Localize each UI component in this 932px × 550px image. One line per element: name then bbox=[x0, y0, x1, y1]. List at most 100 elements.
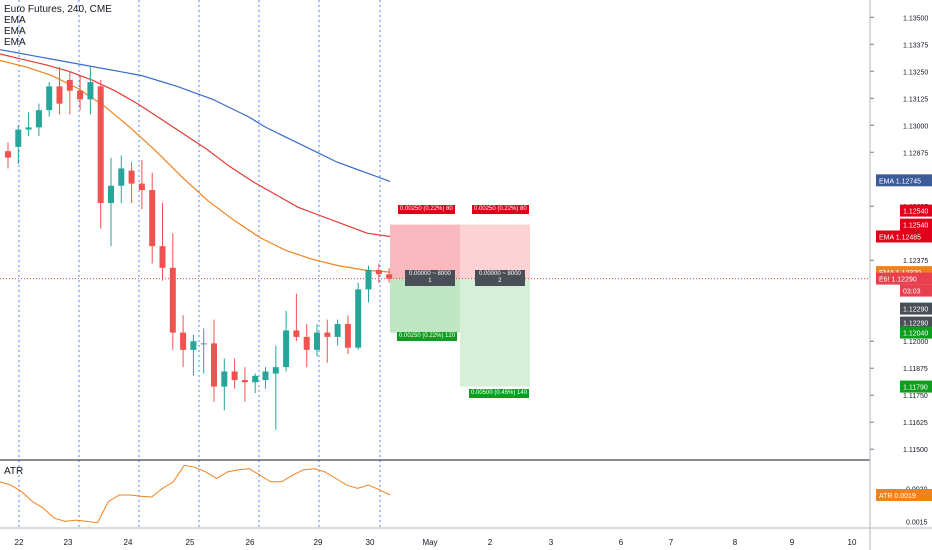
price-label bbox=[900, 218, 932, 231]
stop-zone bbox=[460, 224, 530, 279]
price-tick-label: 1.13500 bbox=[903, 15, 928, 22]
time-tick-label: 29 bbox=[314, 538, 323, 547]
candle-body bbox=[375, 269, 382, 275]
price-label bbox=[900, 302, 932, 315]
price-tick-label: 1.12000 bbox=[903, 339, 928, 346]
price-tick-label: 1.13000 bbox=[903, 123, 928, 130]
candle-body bbox=[283, 330, 290, 368]
price-label bbox=[900, 316, 932, 329]
candle-body bbox=[118, 168, 125, 186]
price-label bbox=[876, 174, 932, 187]
indicator-label[interactable]: EMA bbox=[4, 37, 26, 48]
candle-body bbox=[159, 246, 166, 268]
atr-value-label bbox=[876, 489, 932, 501]
time-tick-label: 3 bbox=[549, 538, 554, 547]
price-tick-label: 1.11875 bbox=[903, 366, 928, 373]
time-tick-label: 2 bbox=[488, 538, 493, 547]
ema-line bbox=[0, 59, 391, 273]
time-tick-label: 26 bbox=[246, 538, 255, 547]
stop-zone bbox=[390, 224, 460, 279]
price-tick-label: 1.11750 bbox=[903, 393, 928, 400]
time-tick-label: 9 bbox=[790, 538, 795, 547]
price-label bbox=[876, 272, 932, 285]
candle-body bbox=[46, 86, 53, 111]
ema-line bbox=[0, 53, 391, 238]
candle-body bbox=[87, 82, 94, 100]
candle-body bbox=[293, 330, 300, 337]
price-label bbox=[900, 284, 932, 297]
target-zone bbox=[460, 278, 530, 387]
target-label: 0.00500 (0.45%) 140 bbox=[469, 389, 530, 398]
candle-body bbox=[190, 341, 197, 350]
price-label-text: 1.12540 bbox=[903, 209, 928, 216]
candle-body bbox=[200, 343, 207, 345]
price-label-text: 1.12040 bbox=[903, 331, 928, 338]
candle-body bbox=[334, 323, 341, 337]
atr-line bbox=[0, 464, 391, 524]
price-tick-label: 1.13375 bbox=[903, 42, 928, 49]
candle-body bbox=[149, 190, 156, 247]
price-label bbox=[900, 204, 932, 217]
candle-body bbox=[314, 332, 320, 350]
candle-body bbox=[231, 371, 238, 381]
price-label-text: 1.12290 bbox=[903, 321, 928, 328]
candle-body bbox=[211, 343, 217, 387]
candle-body bbox=[221, 371, 228, 387]
price-tick-label: 1.11500 bbox=[903, 447, 928, 454]
candle-body bbox=[355, 289, 362, 348]
price-label-text: EMA 1.12485 bbox=[879, 234, 921, 241]
candle-body bbox=[56, 86, 63, 104]
position-center-label[interactable]: 0.00000 ~ 8000 2 bbox=[475, 270, 525, 286]
price-label-text: EMA 1.12745 bbox=[879, 178, 921, 185]
price-label-text: 03:03 bbox=[903, 289, 921, 296]
price-label-text: 1.12290 bbox=[903, 307, 928, 314]
candle-body bbox=[252, 375, 259, 383]
candle-body bbox=[303, 336, 310, 350]
price-label bbox=[900, 326, 932, 339]
candle-body bbox=[138, 183, 145, 191]
time-tick-label: 6 bbox=[619, 538, 624, 547]
target-label: 0.00250 (0.22%) 120 bbox=[397, 332, 458, 341]
candle-body bbox=[25, 127, 32, 130]
atr-title[interactable]: ATR bbox=[4, 466, 24, 477]
time-tick-label: 30 bbox=[366, 538, 375, 547]
price-label-text: E6! 1.12290 bbox=[879, 277, 917, 284]
price-label bbox=[900, 380, 932, 393]
candle-body bbox=[262, 371, 269, 381]
candle-body bbox=[324, 332, 331, 337]
symbol-title: Euro Futures, 240, CME bbox=[4, 4, 112, 15]
candle-body bbox=[108, 185, 114, 204]
price-tick-label: 1.12875 bbox=[903, 150, 928, 157]
candle-body bbox=[365, 269, 372, 290]
candle-body bbox=[180, 332, 187, 350]
time-tick-label: May bbox=[422, 538, 437, 547]
price-label bbox=[876, 230, 932, 243]
time-tick-label: 25 bbox=[186, 538, 195, 547]
candle-body bbox=[66, 79, 73, 91]
atr-tick-label: 0.0015 bbox=[906, 519, 928, 526]
time-tick-label: 8 bbox=[733, 538, 738, 547]
indicator-label[interactable]: EMA bbox=[4, 15, 26, 26]
time-tick-label: 23 bbox=[64, 538, 73, 547]
time-tick-label: 24 bbox=[124, 538, 133, 547]
price-tick-label: 1.11625 bbox=[903, 420, 928, 427]
price-tick-label: 1.12375 bbox=[903, 258, 928, 265]
candle-body bbox=[241, 380, 248, 383]
legend: Euro Futures, 240, CME EMA EMA EMA bbox=[4, 4, 112, 48]
candle-body bbox=[15, 129, 22, 147]
candle-body bbox=[344, 323, 351, 348]
time-tick-label: 7 bbox=[669, 538, 674, 547]
candle-body bbox=[5, 151, 11, 158]
position-center-label[interactable]: 0.00000 ~ 8000 1 bbox=[405, 270, 455, 286]
indicator-label[interactable]: EMA bbox=[4, 26, 26, 37]
atr-value-label-text: ATR 0.0019 bbox=[879, 493, 916, 500]
candle-body bbox=[128, 170, 135, 184]
time-tick-label: 22 bbox=[15, 538, 24, 547]
target-zone bbox=[390, 278, 460, 333]
candle-body bbox=[272, 367, 279, 374]
price-label-text: 1.12540 bbox=[903, 223, 928, 230]
candle-body bbox=[77, 90, 84, 100]
stop-label: 0.00250 (0.22%) 80 bbox=[398, 205, 455, 214]
